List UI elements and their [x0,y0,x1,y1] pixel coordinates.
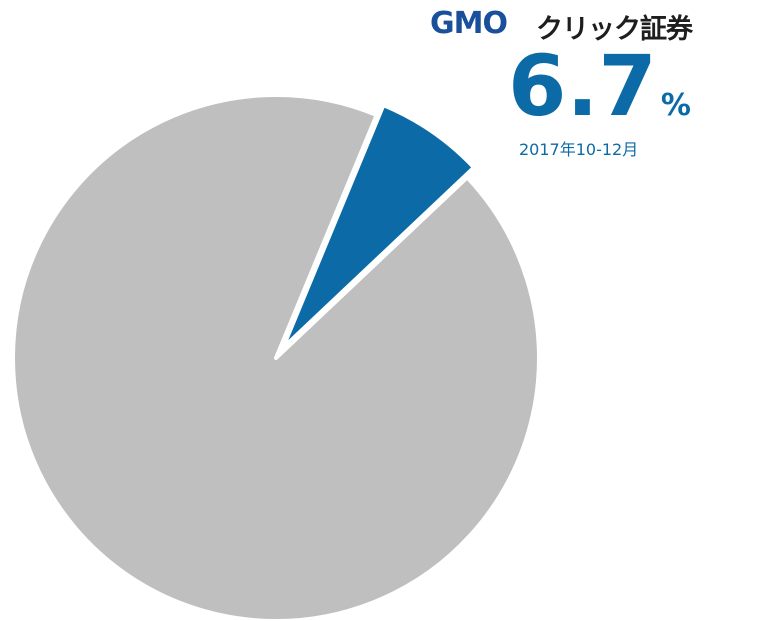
logo-click-text: クリック証券 [536,14,693,45]
headline-unit: % [660,88,691,123]
period-label: 2017年10-12月 [519,140,639,159]
logo-gmo-text: GMO [430,6,508,41]
gmo-click-logo: GMO クリック証券 [430,6,764,46]
pie-slice-highlight [280,103,476,351]
headline-value: 6.7% [508,44,691,128]
headline-number: 6.7 [508,37,657,135]
pie-slice-rest [11,93,541,621]
